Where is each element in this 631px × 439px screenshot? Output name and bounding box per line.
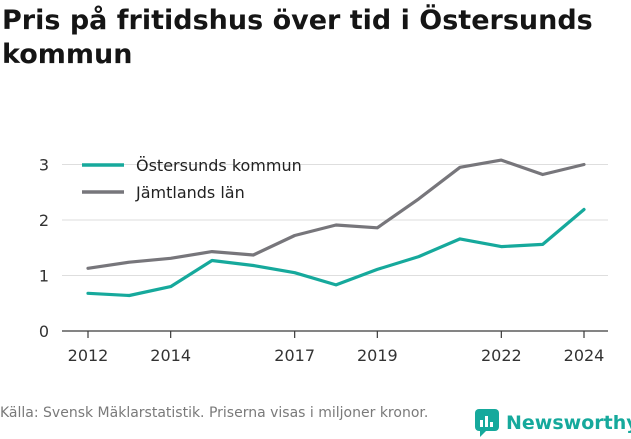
line-chart: 0 1 2 3 2012 2014 2017 2019 2022 2024 Östersunds… xyxy=(39,156,608,365)
series-lines xyxy=(86,158,586,298)
x-tick-label: 2022 xyxy=(481,346,522,365)
legend-label: Östersunds kommun xyxy=(136,156,302,175)
y-tick-label: 0 xyxy=(39,322,49,341)
series-line xyxy=(86,207,586,298)
source-note: Källa: Svensk Mäklarstatistik. Priserna … xyxy=(0,405,429,421)
newsworthy-logo[interactable]: Newsworthy xyxy=(474,407,631,439)
chart-title: Pris på fritidshus över tid i Östersunds… xyxy=(2,5,593,70)
x-axis-ticks: 2012 2014 2017 2019 2022 2024 xyxy=(68,331,605,365)
y-tick-label: 1 xyxy=(39,267,49,286)
brand-name: Newsworthy xyxy=(506,412,631,434)
y-tick-label: 3 xyxy=(39,156,49,175)
legend-label: Jämtlands län xyxy=(135,183,245,202)
x-tick-label: 2024 xyxy=(564,346,605,365)
series-line xyxy=(86,158,586,270)
y-tick-label: 2 xyxy=(39,211,49,230)
x-tick-label: 2012 xyxy=(68,346,109,365)
y-axis-ticks: 0 1 2 3 xyxy=(39,156,49,342)
x-tick-label: 2019 xyxy=(357,346,398,365)
x-tick-label: 2014 xyxy=(150,346,191,365)
legend: Östersunds kommun Jämtlands län xyxy=(82,156,302,202)
newsworthy-logo-icon xyxy=(475,409,499,437)
x-tick-label: 2017 xyxy=(274,346,315,365)
